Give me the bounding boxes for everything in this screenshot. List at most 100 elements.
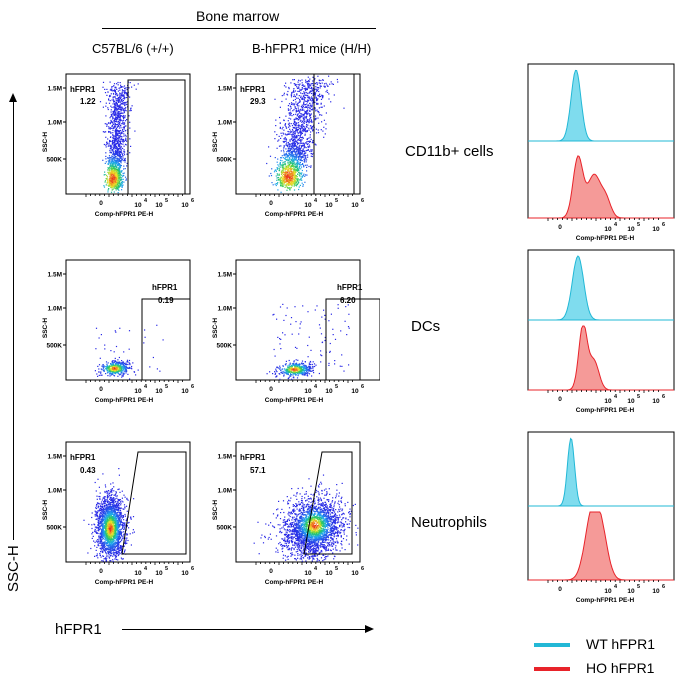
x-tick-label: 10 <box>155 388 163 395</box>
event-dot <box>107 366 109 368</box>
event-dot <box>121 182 123 184</box>
event-dot <box>310 113 312 115</box>
event-dot <box>299 98 301 101</box>
event-dot <box>98 537 100 539</box>
event-dot <box>115 92 117 94</box>
event-dot <box>284 181 286 183</box>
event-dot <box>106 372 109 374</box>
event-dot <box>111 127 113 129</box>
event-dot <box>134 130 136 132</box>
event-dot <box>105 499 107 501</box>
event-dot <box>290 123 292 125</box>
event-dot <box>307 104 309 106</box>
event-dot <box>282 183 284 185</box>
event-dot <box>297 163 299 165</box>
gate <box>127 79 186 195</box>
event-dot <box>302 157 304 159</box>
event-dot <box>308 92 310 94</box>
event-dot <box>292 130 294 132</box>
event-dot <box>116 362 118 364</box>
event-dot <box>128 87 130 89</box>
event-dot <box>319 327 321 329</box>
event-dot <box>115 492 117 494</box>
event-dot <box>287 164 289 166</box>
event-cloud <box>94 324 164 380</box>
event-dot <box>266 162 268 165</box>
event-dot <box>294 158 296 160</box>
event-dot <box>322 79 324 81</box>
event-dot <box>113 372 115 374</box>
event-dot <box>302 149 304 151</box>
event-dot <box>99 540 101 542</box>
event-dot <box>117 140 119 142</box>
event-dot <box>96 514 98 516</box>
event-dot <box>300 113 303 115</box>
event-dot <box>116 118 118 120</box>
event-dot <box>118 100 120 102</box>
event-dot <box>300 368 302 370</box>
event-dot <box>285 144 287 146</box>
event-dot <box>118 144 120 146</box>
event-dot <box>117 99 119 102</box>
event-dot <box>124 507 126 509</box>
event-dot <box>320 79 322 82</box>
event-dot <box>285 168 287 170</box>
event-dot <box>117 117 119 119</box>
event-dot <box>115 118 117 120</box>
event-dot <box>300 115 302 117</box>
event-dot <box>110 111 112 113</box>
event-dot <box>98 525 100 528</box>
event-dot <box>122 175 124 177</box>
event-dot <box>311 109 313 111</box>
event-dot <box>310 120 313 122</box>
event-dot <box>97 375 99 377</box>
event-dot <box>112 158 114 160</box>
event-dot <box>120 94 122 96</box>
event-dot <box>117 116 119 118</box>
event-dot <box>100 371 102 373</box>
event-dot <box>320 106 322 108</box>
event-dot <box>119 369 121 371</box>
event-dot <box>113 167 115 169</box>
event-dot <box>118 130 120 133</box>
event-dot <box>114 139 116 141</box>
event-dot <box>307 156 309 158</box>
event-dot <box>276 168 279 170</box>
event-dot <box>118 135 120 137</box>
event-dot <box>311 370 313 372</box>
event-dot <box>112 157 115 159</box>
y-axis-label: SSC-H <box>212 318 219 339</box>
event-dot <box>112 137 114 139</box>
event-dot <box>114 139 116 141</box>
event-dot <box>306 113 309 115</box>
event-dot <box>286 151 288 153</box>
event-dot <box>288 359 290 362</box>
event-dot <box>315 132 318 134</box>
event-dot <box>112 143 114 145</box>
event-dot <box>294 163 296 165</box>
event-dot <box>95 513 97 515</box>
event-dot <box>302 128 305 130</box>
event-dot <box>285 126 287 128</box>
event-dot <box>312 140 314 142</box>
event-dot <box>289 365 292 367</box>
event-dot <box>296 164 298 166</box>
event-dot <box>284 369 286 371</box>
event-dot <box>115 189 117 191</box>
event-dot <box>117 368 119 370</box>
event-dot <box>292 110 294 112</box>
x-tick-exponent: 4 <box>144 198 148 204</box>
event-dot <box>111 106 113 108</box>
event-dot <box>290 145 292 148</box>
event-dot <box>119 143 121 145</box>
event-dot <box>292 150 294 152</box>
event-dot <box>293 114 295 116</box>
event-dot <box>326 89 328 91</box>
event-dot <box>115 86 117 88</box>
event-dot <box>287 147 289 149</box>
event-dot <box>285 143 287 145</box>
event-dot <box>117 150 119 152</box>
event-dot <box>295 113 297 115</box>
event-dot <box>294 346 297 348</box>
